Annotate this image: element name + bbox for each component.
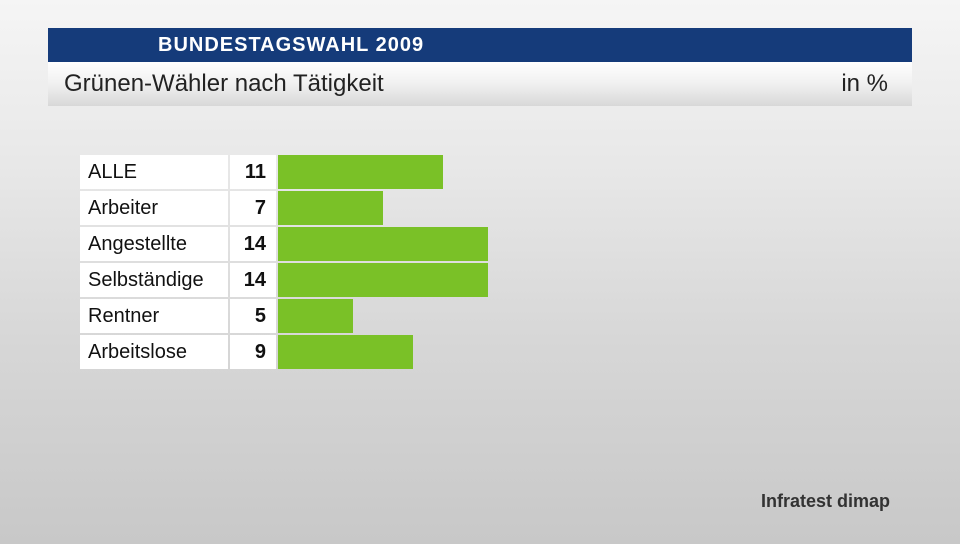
bar-track [276,155,880,189]
row-value: 14 [230,227,276,261]
row-value: 7 [230,191,276,225]
chart-unit: in % [841,70,888,98]
row-label: ALLE [80,155,228,189]
bar [278,191,383,225]
source-label: Infratest dimap [761,491,890,512]
chart-row: ALLE11 [80,155,880,189]
row-value: 11 [230,155,276,189]
bar [278,155,443,189]
chart-row: Angestellte14 [80,227,880,261]
row-value: 14 [230,263,276,297]
bar-track [276,335,880,369]
chart-row: Selbständige14 [80,263,880,297]
bar-track [276,299,880,333]
chart-row: Rentner5 [80,299,880,333]
bar-track [276,191,880,225]
bar [278,263,488,297]
row-value: 5 [230,299,276,333]
header-bar: BUNDESTAGSWAHL 2009 [48,28,912,62]
chart-row: Arbeitslose9 [80,335,880,369]
chart-subtitle: Grünen-Wähler nach Tätigkeit [64,70,384,98]
chart-row: Arbeiter7 [80,191,880,225]
bar [278,335,413,369]
subtitle-bar: Grünen-Wähler nach Tätigkeit in % [48,62,912,106]
row-label: Rentner [80,299,228,333]
chart-area: ALLE11Arbeiter7Angestellte14Selbständige… [80,155,880,371]
row-label: Angestellte [80,227,228,261]
bar-track [276,263,880,297]
row-value: 9 [230,335,276,369]
bar [278,227,488,261]
bar [278,299,353,333]
bar-track [276,227,880,261]
row-label: Arbeiter [80,191,228,225]
row-label: Selbständige [80,263,228,297]
row-label: Arbeitslose [80,335,228,369]
header-title: BUNDESTAGSWAHL 2009 [158,34,424,57]
